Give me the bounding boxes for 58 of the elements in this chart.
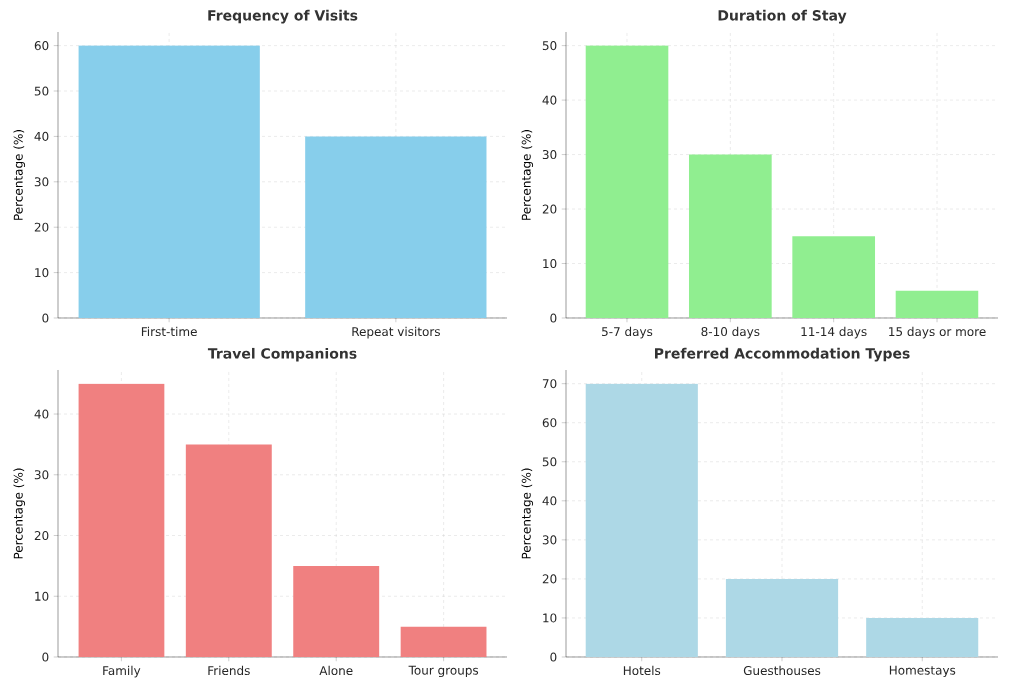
bar bbox=[792, 236, 876, 318]
y-tick-label: 0 bbox=[550, 313, 557, 323]
bar bbox=[585, 383, 698, 657]
y-tick-label: 70 bbox=[542, 379, 557, 389]
y-tick-label: 20 bbox=[542, 204, 557, 214]
x-tick-label: Alone bbox=[319, 665, 353, 676]
bar bbox=[688, 154, 772, 318]
bar bbox=[725, 578, 839, 657]
y-tick-label: 0 bbox=[42, 313, 49, 323]
y-tick-label: 40 bbox=[542, 496, 557, 506]
bar bbox=[185, 444, 272, 657]
y-tick-label: 30 bbox=[542, 535, 557, 545]
y-tick-label: 30 bbox=[34, 470, 49, 480]
y-tick-label: 30 bbox=[542, 150, 557, 160]
x-tick-label: Repeat visitors bbox=[352, 326, 440, 339]
x-tick-label: First-time bbox=[141, 326, 197, 337]
y-tick-label: 50 bbox=[542, 457, 557, 467]
y-tick-label: 20 bbox=[34, 530, 49, 541]
y-axis-title: Percentage (%) bbox=[13, 129, 26, 220]
y-tick-label: 40 bbox=[34, 131, 49, 141]
y-tick-label: 10 bbox=[35, 591, 49, 601]
chart-title: Frequency of Visits bbox=[208, 9, 358, 24]
y-axis-title: Percentage (%) bbox=[521, 129, 534, 220]
y-tick-label: 30 bbox=[34, 177, 49, 187]
x-tick-label: Homestays bbox=[889, 665, 956, 678]
x-tick-label: Guesthouses bbox=[743, 665, 821, 676]
y-tick-label: 50 bbox=[542, 41, 557, 51]
bar bbox=[293, 565, 380, 657]
y-tick-label: 50 bbox=[34, 86, 49, 96]
x-tick-label: Hotels bbox=[623, 665, 661, 676]
x-tick-label: 8-10 days bbox=[701, 326, 760, 339]
x-tick-label: Friends bbox=[208, 665, 250, 676]
x-tick-label: Family bbox=[103, 665, 141, 678]
x-tick-label: Tour groups bbox=[408, 665, 479, 678]
y-tick-label: 60 bbox=[34, 41, 49, 51]
y-tick-label: 0 bbox=[550, 652, 557, 662]
bar bbox=[585, 45, 669, 318]
bar bbox=[400, 626, 487, 657]
y-tick-label: 20 bbox=[34, 222, 49, 232]
x-tick-label: 11-14 days bbox=[801, 326, 867, 339]
y-tick-label: 60 bbox=[542, 418, 557, 428]
y-tick-label: 0 bbox=[42, 652, 49, 662]
y-tick-label: 10 bbox=[543, 258, 557, 269]
bar bbox=[895, 290, 979, 318]
x-tick-label: 15 days or more bbox=[889, 326, 986, 339]
y-tick-label: 20 bbox=[542, 574, 557, 584]
x-tick-label: 5-7 days bbox=[602, 326, 653, 339]
chart-title: Preferred Accommodation Types bbox=[655, 347, 910, 362]
y-axis-title: Percentage (%) bbox=[521, 468, 534, 559]
y-tick-label: 40 bbox=[34, 409, 49, 419]
y-tick-label: 10 bbox=[543, 613, 557, 623]
y-axis-title: Percentage (%) bbox=[13, 468, 26, 559]
y-tick-label: 40 bbox=[542, 95, 557, 105]
chart-title: Travel Companions bbox=[207, 347, 357, 362]
bar bbox=[866, 617, 979, 657]
y-tick-label: 10 bbox=[35, 268, 49, 278]
bar bbox=[78, 383, 165, 657]
chart-title: Duration of Stay bbox=[718, 9, 847, 24]
